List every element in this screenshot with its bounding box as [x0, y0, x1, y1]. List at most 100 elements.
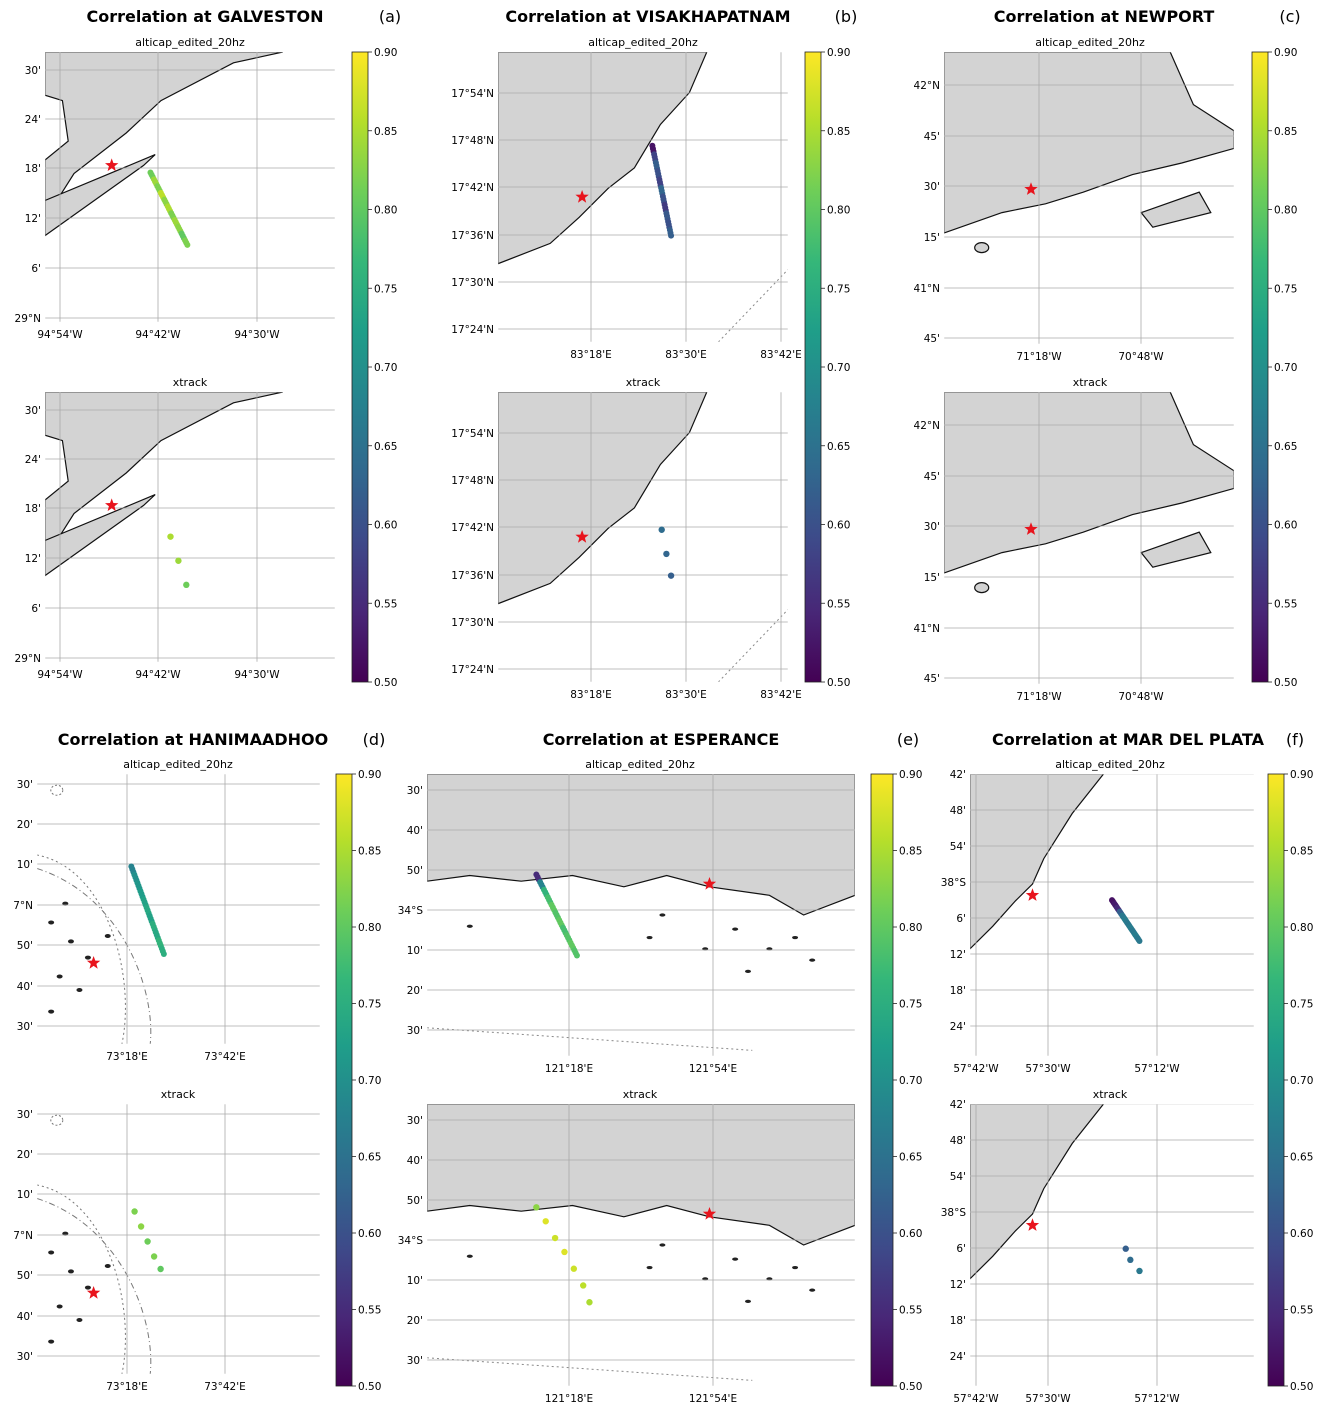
map-alticap: alticap_edited_20hz 17°54'N 17°48'N 17°42'N…	[451, 36, 801, 361]
x-tick-label: 73°18'E	[106, 1051, 148, 1063]
y-tick-label: 17°48'N	[451, 475, 494, 487]
island	[745, 1299, 751, 1303]
y-tick-label: 29°N	[15, 653, 41, 665]
island	[974, 582, 990, 594]
y-tick-label: 12'	[950, 1279, 966, 1291]
colorbar-tick-label: 0.90	[827, 47, 850, 59]
x-tick-label: 73°18'E	[106, 1381, 148, 1393]
map-frame	[943, 391, 1235, 685]
map-xtrack: xtrack 17°54'N 17°48'N 17°42'N 17°36'N 17°30'…	[451, 376, 801, 701]
island	[974, 242, 990, 254]
y-tick-label: 24'	[950, 1021, 966, 1033]
x-tick-label: 121°18'E	[545, 1393, 593, 1405]
colorbar	[1251, 51, 1269, 683]
colorbar-tick-label: 0.70	[1274, 362, 1297, 374]
y-tick-label: 41°N	[914, 623, 940, 635]
colorbar-tick-label: 0.60	[827, 520, 850, 532]
colorbar-tick-label: 0.70	[899, 1075, 922, 1087]
y-tick-label: 50'	[407, 1195, 423, 1207]
land-mass	[944, 52, 1234, 234]
land-mass	[970, 774, 1105, 950]
station-star-marker	[1024, 522, 1038, 535]
colorbar-tick-label: 0.70	[358, 1075, 381, 1087]
atoll-island	[76, 1318, 83, 1322]
map-frame	[969, 773, 1255, 1057]
atoll-island	[84, 1285, 91, 1290]
colorbar	[351, 51, 369, 683]
island	[732, 1257, 739, 1261]
y-tick-label: 30'	[17, 779, 33, 791]
y-tick-label: 42'	[950, 769, 966, 781]
xtrack-point	[561, 1248, 568, 1256]
y-tick-label: 24'	[950, 1351, 966, 1363]
map-frame	[969, 1103, 1255, 1387]
y-tick-label: 30'	[407, 1355, 423, 1367]
colorbar-tick-label: 0.90	[358, 769, 381, 781]
colorbar-tick-label: 0.60	[374, 520, 397, 532]
x-tick-label: 83°30'E	[665, 689, 707, 701]
colorbar-tick-label: 0.90	[899, 769, 922, 781]
colorbar-tick-label: 0.50	[1274, 677, 1297, 689]
xtrack-point	[663, 550, 670, 558]
map-frame	[426, 1103, 856, 1387]
xtrack-point	[658, 526, 665, 533]
island	[646, 1265, 653, 1270]
y-tick-label: 42°N	[914, 80, 940, 92]
xtrack-point	[137, 1223, 145, 1230]
y-tick-label: 45'	[924, 333, 940, 345]
island	[1140, 191, 1212, 228]
x-tick-label: 83°42'E	[760, 349, 802, 361]
x-tick-label: 73°42'E	[204, 1051, 246, 1063]
colorbar-tick-label: 0.65	[358, 1152, 381, 1164]
alticap-point	[668, 232, 675, 239]
xtrack-point	[551, 1234, 559, 1242]
xtrack-point	[533, 1204, 540, 1211]
y-tick-label: 17°48'N	[451, 135, 494, 147]
y-tick-label: 20'	[407, 985, 423, 997]
y-tick-label: 15'	[924, 232, 940, 244]
y-tick-label: 10'	[407, 1275, 423, 1287]
y-tick-label: 18'	[25, 163, 41, 175]
y-tick-label: 30'	[407, 1115, 423, 1127]
colorbar-tick-label: 0.80	[374, 205, 397, 217]
colorbar-tick-label: 0.60	[899, 1228, 922, 1240]
x-tick-label: 83°30'E	[665, 349, 707, 361]
panel-title: Correlation at MAR DEL PLATA	[992, 730, 1265, 749]
xtrack-point	[667, 572, 675, 579]
colorbar	[335, 773, 353, 1387]
y-tick-label: 24'	[25, 454, 41, 466]
x-tick-label: 83°18'E	[570, 689, 612, 701]
panel-b: Correlation at VISAKHAPATNAM (b) alticap_e…	[451, 7, 857, 701]
atoll-island	[56, 974, 63, 979]
xtrack-point	[542, 1218, 549, 1225]
y-tick-label: 54'	[950, 1171, 966, 1183]
x-tick-label: 70°48'W	[1118, 351, 1164, 363]
y-tick-label: 29°N	[15, 313, 41, 325]
x-tick-label: 94°42'W	[135, 669, 181, 681]
colorbar-tick-label: 0.55	[1290, 1305, 1313, 1317]
colorbar-tick-label: 0.60	[1274, 520, 1297, 532]
colorbar	[870, 773, 894, 1387]
colorbar	[804, 51, 822, 683]
colorbar-tick-label: 0.65	[899, 1152, 922, 1164]
colorbar-tick-label: 0.55	[374, 598, 397, 610]
y-tick-label: 6'	[31, 603, 41, 615]
panel-label: (c)	[1279, 7, 1300, 26]
land-mass	[45, 52, 283, 221]
xtrack-point	[1122, 1245, 1129, 1252]
panel-title: Correlation at ESPERANCE	[543, 730, 780, 749]
island	[646, 935, 653, 940]
colorbar-tick-label: 0.75	[358, 999, 381, 1011]
xtrack-point	[570, 1265, 578, 1272]
alticap-point	[573, 952, 580, 959]
y-tick-label: 48'	[950, 1135, 966, 1147]
atoll-island	[48, 920, 55, 925]
map-frame	[44, 51, 336, 323]
colorbar-tick-label: 0.80	[827, 205, 850, 217]
xtrack-point	[167, 533, 174, 540]
x-tick-label: 121°54'E	[689, 1393, 737, 1405]
x-tick-label: 94°42'W	[135, 329, 181, 341]
colorbar-tick-label: 0.60	[358, 1228, 381, 1240]
xtrack-point	[586, 1299, 593, 1306]
atoll-island	[104, 934, 111, 938]
